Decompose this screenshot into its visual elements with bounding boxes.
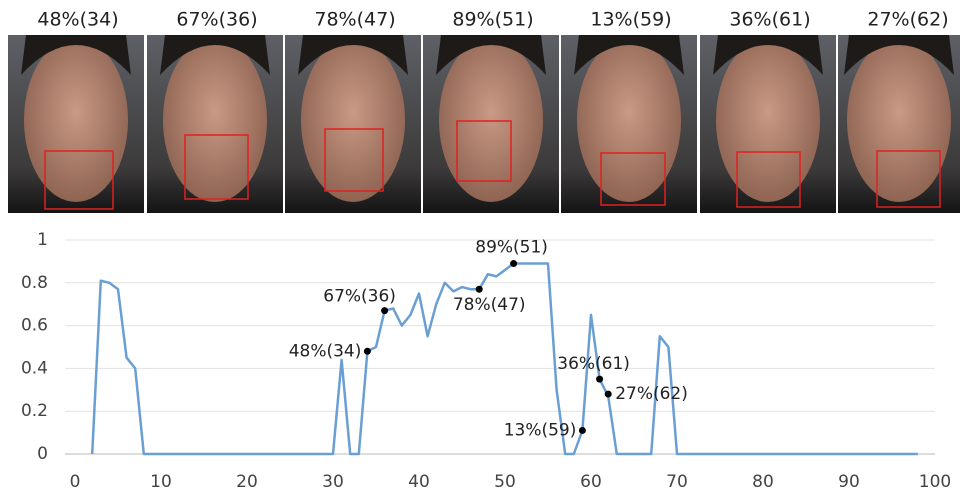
annotation-point: [476, 286, 483, 293]
frame-label: 27%(62): [867, 9, 948, 31]
annotation-point: [579, 427, 586, 434]
y-tick-label: 0: [37, 444, 48, 464]
x-tick-label: 40: [408, 472, 430, 492]
x-tick-label: 70: [666, 472, 688, 492]
x-tick-label: 50: [494, 472, 516, 492]
face: [301, 38, 405, 202]
annotation-label: 89%(51): [475, 238, 548, 258]
annotation-label: 48%(34): [289, 341, 362, 361]
annotation-point: [510, 260, 517, 267]
figure: 48%(34) 67%(36) 78%(47) 89%(51) 13%(59) 36%(6…: [0, 0, 962, 493]
x-tick-label: 30: [322, 472, 344, 492]
frame-label: 13%(59): [590, 9, 671, 31]
annotation-point: [596, 376, 603, 383]
x-tick-label: 60: [580, 472, 602, 492]
face: [439, 38, 543, 202]
x-tick-label: 100: [919, 472, 951, 492]
annotation-label: 36%(61): [557, 354, 630, 374]
y-tick-label: 0.2: [21, 401, 48, 421]
frame-label: 67%(36): [176, 9, 257, 31]
face: [716, 38, 820, 202]
annotation-label: 27%(62): [615, 384, 688, 404]
frame-label: 78%(47): [314, 9, 395, 31]
annotation-label: 78%(47): [453, 295, 526, 315]
x-tick-label: 0: [70, 472, 81, 492]
annotation-point: [605, 391, 612, 398]
frame-label: 36%(61): [729, 9, 810, 31]
annotation-label: 67%(36): [323, 287, 396, 307]
y-tick-label: 0.8: [21, 273, 48, 293]
y-tick-label: 1: [37, 230, 48, 250]
x-tick-label: 20: [236, 472, 258, 492]
x-tick-label: 90: [838, 472, 860, 492]
annotation-label: 13%(59): [504, 420, 577, 440]
y-tick-label: 0.6: [21, 316, 48, 336]
y-tick-label: 0.4: [21, 358, 48, 378]
frame-label: 89%(51): [452, 9, 533, 31]
x-tick-label: 80: [752, 472, 774, 492]
annotation-point: [381, 307, 388, 314]
annotation-point: [364, 348, 371, 355]
face: [163, 38, 267, 202]
face: [847, 38, 951, 202]
x-tick-label: 10: [150, 472, 172, 492]
frame-label: 48%(34): [37, 9, 118, 31]
